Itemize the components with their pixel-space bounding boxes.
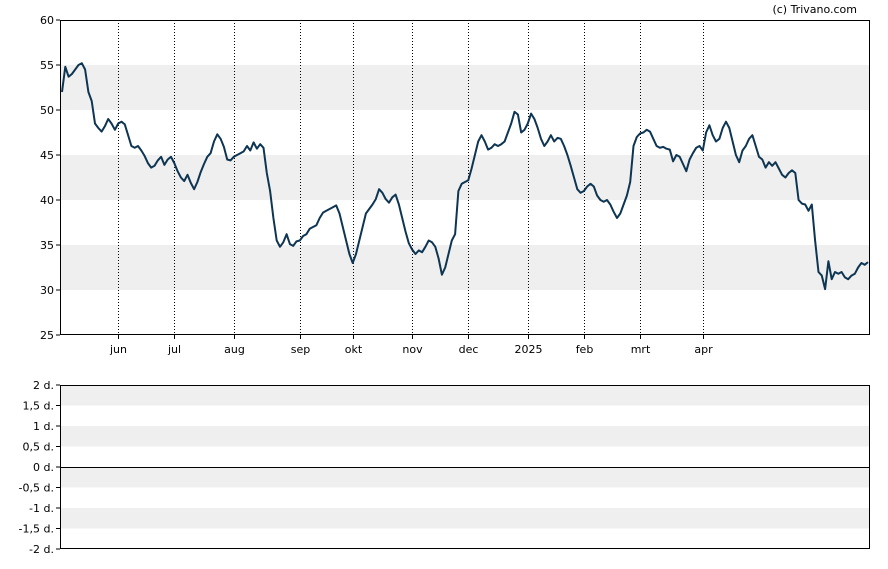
x-tick-label: jun [109, 343, 127, 356]
x-tick-label: mrt [631, 343, 651, 356]
price-band-2 [60, 245, 870, 290]
y-tick-label: 50 [40, 104, 54, 117]
price-series-line [61, 62, 869, 291]
price-panel: jun jul aug sep okt nov dec 2025 feb mrt apr 60 55 50… [40, 14, 870, 356]
x-tick-label: aug [224, 343, 245, 356]
x-tick-label: feb [576, 343, 594, 356]
indicator-y-tick-label: 1,5 d. [23, 400, 54, 413]
indicator-band-3 [60, 508, 870, 529]
indicator-y-tick-label: -1 d. [29, 502, 54, 515]
y-tick-label: 25 [40, 329, 54, 342]
indicator-panel-frame [60, 385, 870, 549]
y-tick-label: 55 [40, 59, 54, 72]
x-tick-label: sep [291, 343, 310, 356]
indicator-y-tick-label: 1 d. [33, 420, 54, 433]
price-band-0 [60, 65, 870, 110]
y-tick-label: 35 [40, 239, 54, 252]
y-tick-label: 40 [40, 194, 54, 207]
indicator-y-tick-label: -2 d. [29, 543, 54, 556]
x-tick-label: nov [402, 343, 423, 356]
indicator-y-tick-label: 0,5 d. [23, 441, 54, 454]
x-tick-label: dec [459, 343, 479, 356]
indicator-panel: 2 d. 1,5 d. 1 d. 0,5 d. 0 d. -0,5 d. -1 d. -1,5… [19, 379, 870, 556]
x-tick-label: okt [345, 343, 363, 356]
indicator-band-1 [60, 426, 870, 447]
price-band-1 [60, 155, 870, 200]
indicator-y-tick-label: -1,5 d. [19, 523, 54, 536]
indicator-band-2 [60, 467, 870, 488]
x-tick-label: apr [694, 343, 713, 356]
indicator-y-tick-label: 2 d. [33, 379, 54, 392]
price-panel-frame [60, 20, 870, 335]
copyright-text: (c) Trivano.com [772, 3, 857, 16]
y-tick-label: 45 [40, 149, 54, 162]
y-tick-label: 30 [40, 284, 54, 297]
indicator-y-tick-label: 0 d. [33, 461, 54, 474]
y-tick-label: 60 [40, 14, 54, 27]
indicator-y-tick-label: -0,5 d. [19, 482, 54, 495]
indicator-band-0 [60, 385, 870, 406]
x-tick-label: jul [167, 343, 181, 356]
x-tick-label: 2025 [515, 343, 543, 356]
